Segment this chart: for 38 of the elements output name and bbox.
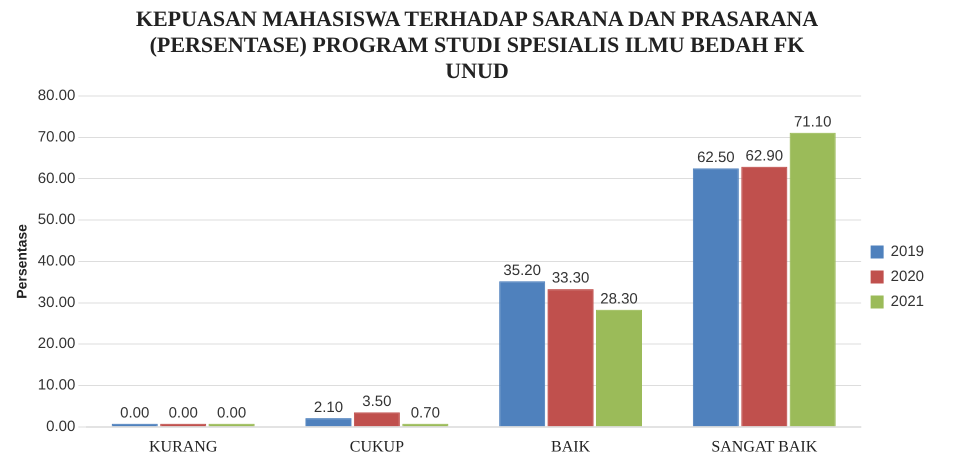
y-tick-label: 70.00 xyxy=(38,128,76,146)
data-label: 62.50 xyxy=(697,149,735,166)
y-tick-label: 20.00 xyxy=(38,335,76,352)
bar xyxy=(354,412,400,426)
data-label: 0.70 xyxy=(410,404,440,422)
bar xyxy=(499,281,546,426)
legend-label: 2019 xyxy=(890,243,924,260)
y-tick-label: 0.00 xyxy=(46,418,76,435)
x-tick-label: SANGAT BAIK xyxy=(711,438,818,456)
bar xyxy=(596,310,642,426)
legend-label: 2020 xyxy=(890,268,924,286)
data-label: 3.50 xyxy=(362,392,392,410)
data-label: 0.00 xyxy=(217,404,246,422)
bar xyxy=(692,168,739,426)
bar xyxy=(548,289,594,426)
legend-label: 2021 xyxy=(890,293,924,310)
y-axis-title: Persentase xyxy=(13,224,30,299)
y-tick-label: 10.00 xyxy=(38,376,76,394)
data-label: 71.10 xyxy=(794,113,832,130)
x-tick-label: CUKUP xyxy=(350,438,404,456)
data-label: 33.30 xyxy=(552,270,590,287)
y-tick-label: 40.00 xyxy=(38,252,76,270)
y-tick-label: 60.00 xyxy=(38,170,76,187)
chart-title: KEPUASAN MAHASISWA TERHADAP SARANA DAN PRASARANA (PERSENTASE) PROGRAM STUDI SPESIALIS ILMU BEDAH FK UNUD xyxy=(134,5,820,84)
bar xyxy=(305,418,352,426)
y-tick-label: 30.00 xyxy=(38,294,76,311)
x-tick-label: BAIK xyxy=(551,438,591,456)
y-tick-label: 50.00 xyxy=(38,211,76,228)
bar xyxy=(790,132,836,426)
x-tick-label: KURANG xyxy=(148,438,218,456)
data-label: 35.20 xyxy=(503,262,541,279)
data-label: 62.90 xyxy=(746,147,784,164)
y-tick-label: 80.00 xyxy=(38,87,76,104)
data-label: 2.10 xyxy=(314,398,344,416)
bar xyxy=(741,166,788,426)
data-label: 0.00 xyxy=(168,404,198,422)
data-label: 28.30 xyxy=(600,290,638,308)
data-label: 0.00 xyxy=(120,404,150,422)
